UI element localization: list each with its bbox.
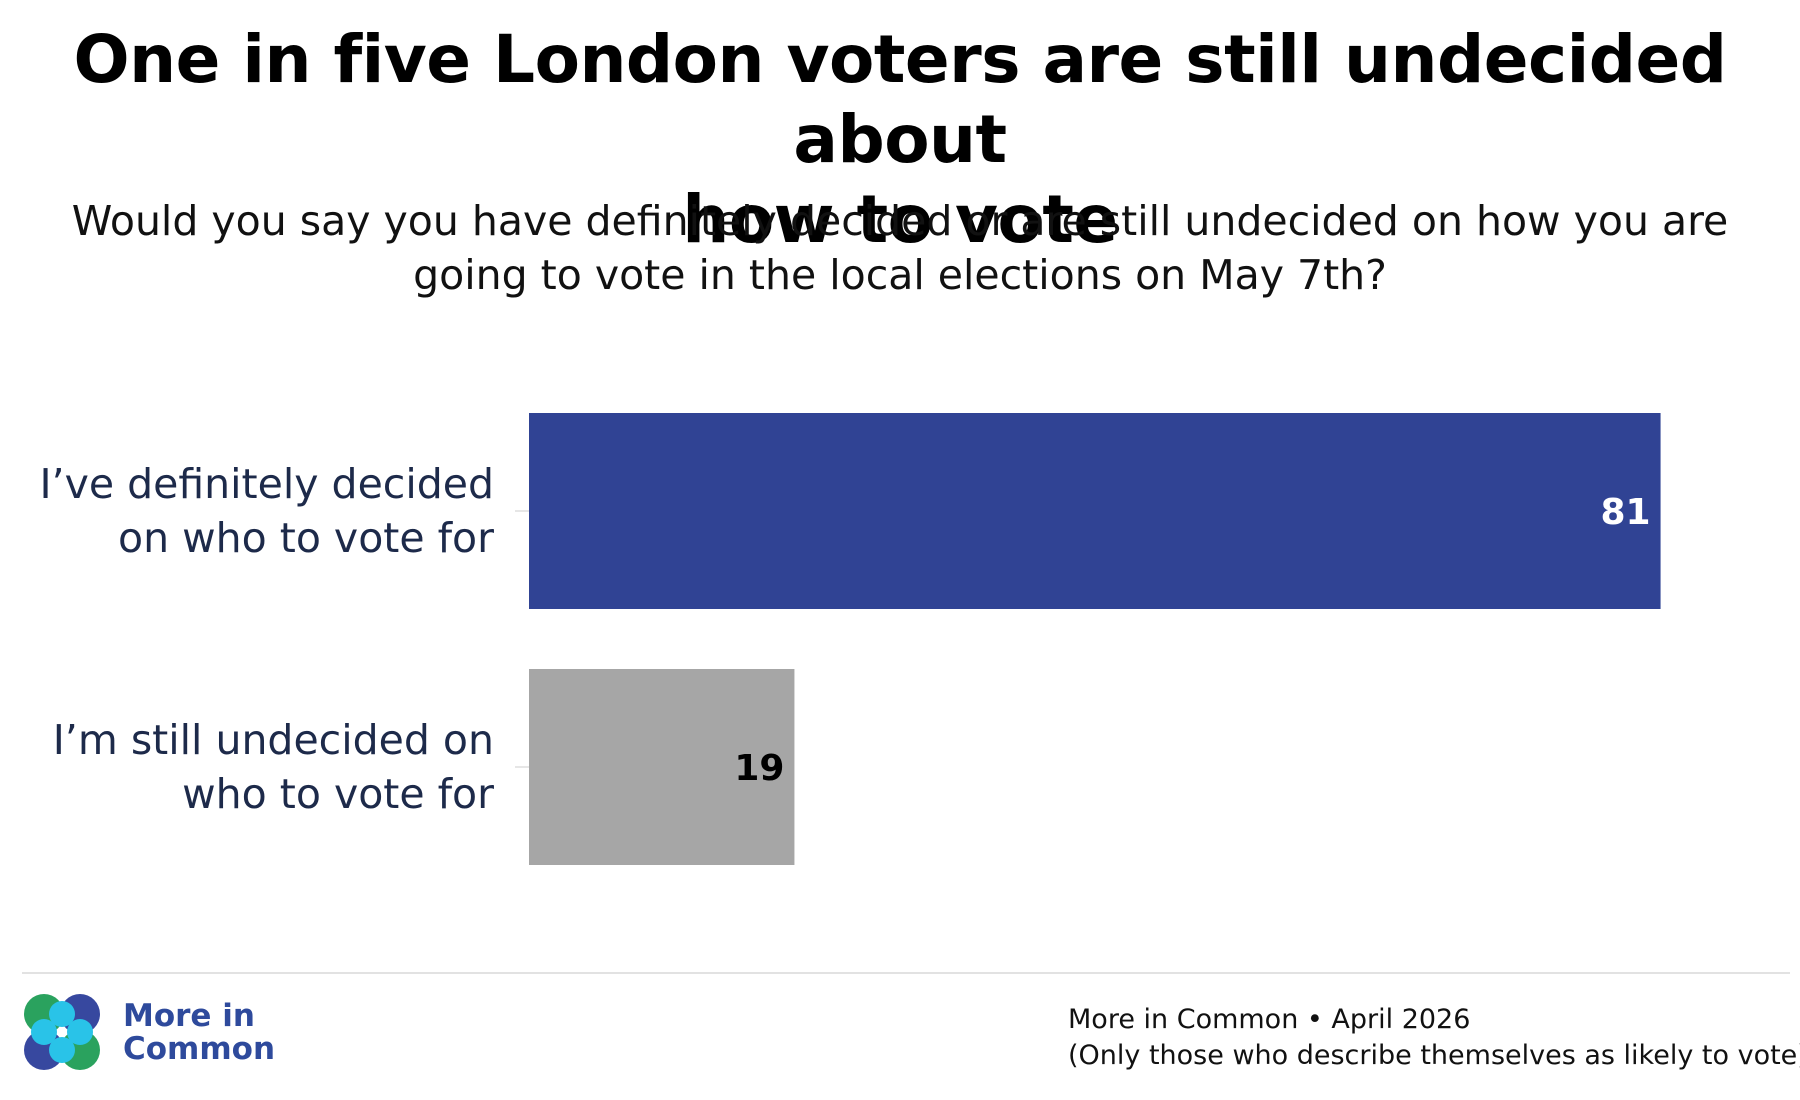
category-label-1-line-1: I’ve definitely decided bbox=[39, 460, 494, 508]
category-label-2-line-2: who to vote for bbox=[182, 770, 494, 818]
chart-title-line-1: One in five London voters are still unde… bbox=[73, 21, 1727, 178]
source-note: More in Common • April 2026 (Only those … bbox=[1068, 1002, 1800, 1074]
chart-subtitle-line-2: going to vote in the local elections on … bbox=[413, 251, 1387, 299]
source-line-2: (Only those who describe themselves as l… bbox=[1068, 1040, 1800, 1071]
logo-wordmark-line-2: Common bbox=[123, 1031, 276, 1067]
value-label-1: 81 bbox=[1600, 492, 1650, 533]
chart-title: One in five London voters are still unde… bbox=[0, 20, 1800, 260]
chart-title-line-2: how to vote bbox=[682, 181, 1118, 258]
bar-chart-svg: 81 19 bbox=[515, 413, 1661, 865]
logo-wordmark: More in Common bbox=[123, 1000, 275, 1066]
logo-wordmark-line-1: More in bbox=[123, 998, 255, 1034]
footer-divider bbox=[22, 972, 1790, 974]
more-in-common-logo-icon bbox=[24, 994, 100, 1070]
category-label-2: I’m still undecided on who to vote for bbox=[14, 713, 494, 821]
category-label-2-line-1: I’m still undecided on bbox=[52, 716, 494, 764]
chart-subtitle: Would you say you have definitely decide… bbox=[20, 194, 1780, 302]
category-label-1-line-2: on who to vote for bbox=[118, 514, 494, 562]
category-label-1: I’ve definitely decided on who to vote fo… bbox=[14, 457, 494, 565]
value-label-2: 19 bbox=[734, 748, 784, 789]
source-line-1: More in Common • April 2026 bbox=[1068, 1004, 1471, 1035]
bar-chart: 81 19 I’ve definitely decided on who to vo… bbox=[0, 380, 1800, 940]
bar-1 bbox=[529, 413, 1661, 609]
chart-subtitle-line-1: Would you say you have definitely decide… bbox=[71, 197, 1729, 245]
bar-2 bbox=[529, 669, 795, 865]
